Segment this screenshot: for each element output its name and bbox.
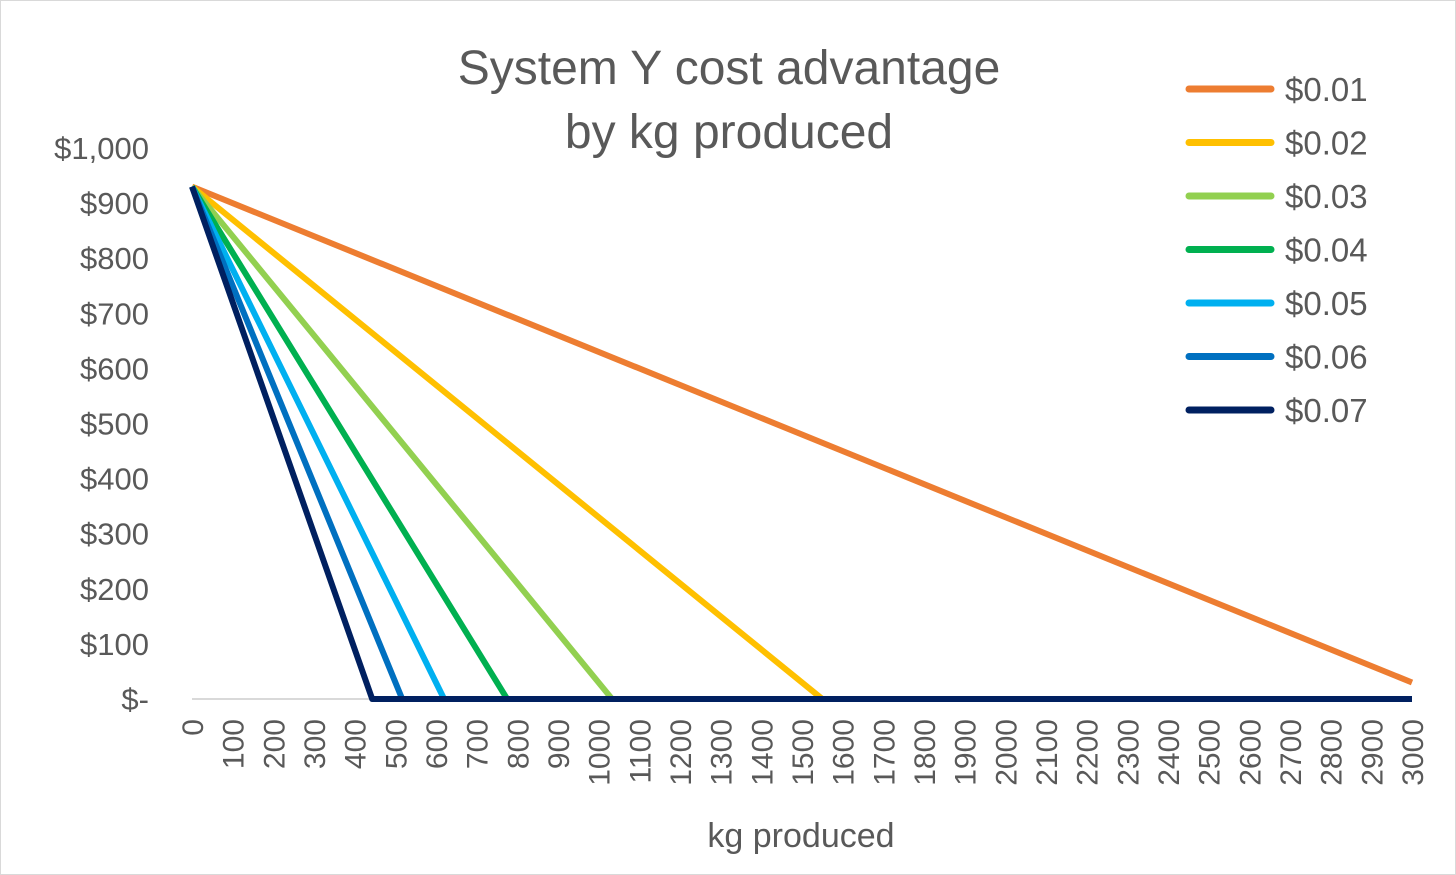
- y-tick-label: $300: [80, 517, 149, 552]
- x-tick-label: 2100: [1031, 719, 1064, 786]
- axis-layer: $- $100 $200 $300 $400 $500 $600 $700 $800 $900 $1…: [54, 131, 1430, 855]
- x-tick-label: 2600: [1234, 719, 1267, 786]
- y-tick-label: $800: [80, 241, 149, 276]
- series-line-1: [190, 183, 1414, 686]
- x-tick-label: 500: [380, 719, 413, 769]
- series-line-7: [189, 185, 1412, 702]
- x-tick-label: 1200: [665, 719, 698, 786]
- y-tick-label: $100: [80, 627, 149, 662]
- legend-label: $0.07: [1285, 392, 1368, 429]
- y-tick-label: $900: [80, 186, 149, 221]
- x-tick-label: 2800: [1316, 719, 1349, 786]
- legend-label: $0.05: [1285, 285, 1368, 322]
- x-tick-label: 1600: [828, 719, 861, 786]
- x-tick-label: 1000: [584, 719, 617, 786]
- x-tick-label: 900: [543, 719, 576, 769]
- legend-label: $0.03: [1285, 178, 1368, 215]
- x-tick-label: 3000: [1397, 719, 1430, 786]
- x-tick-label: 1100: [624, 719, 657, 784]
- y-tick-label: $-: [121, 682, 149, 717]
- legend-label: $0.06: [1285, 339, 1368, 376]
- x-tick-label: 300: [299, 719, 332, 769]
- y-tick-label: $600: [80, 351, 149, 386]
- x-tick-label: 600: [421, 719, 454, 769]
- x-tick-label: 400: [340, 719, 373, 769]
- legend-label: $0.01: [1285, 71, 1368, 108]
- y-tick-label: $400: [80, 462, 149, 497]
- x-tick-label: 1400: [746, 719, 779, 786]
- x-tick-label: 2200: [1072, 719, 1105, 786]
- legend-label: $0.04: [1285, 232, 1368, 269]
- x-tick-label: 1800: [909, 719, 942, 786]
- x-tick-label: 1300: [706, 719, 739, 786]
- chart-title-line-1: System Y cost advantage: [457, 42, 1001, 95]
- x-tick-label: 2300: [1112, 719, 1145, 786]
- legend: $0.01 $0.02 $0.03 $0.04 $0.05 $0.06 $0.07: [1185, 71, 1368, 429]
- x-tick-label: 2500: [1194, 719, 1227, 786]
- x-tick-label: 800: [502, 719, 535, 769]
- x-tick-label: 1900: [950, 719, 983, 786]
- x-tick-label: 0: [177, 719, 210, 736]
- x-tick-label: 2700: [1275, 719, 1308, 786]
- x-axis-title: kg produced: [707, 817, 894, 855]
- y-tick-label: $1,000: [54, 131, 149, 166]
- y-tick-label: $500: [80, 407, 149, 442]
- x-tick-label: 100: [218, 719, 251, 769]
- legend-label: $0.02: [1285, 125, 1368, 162]
- y-tick-label: $200: [80, 572, 149, 607]
- x-tick-label: 1700: [868, 719, 901, 786]
- x-tick-label: 200: [258, 719, 291, 769]
- x-tick-label: 1500: [787, 719, 820, 786]
- x-tick-label: 700: [462, 719, 495, 769]
- series-layer: [189, 183, 1414, 702]
- x-tick-label: 2400: [1153, 719, 1186, 786]
- x-tick-label: 2900: [1356, 719, 1389, 786]
- y-tick-label: $700: [80, 296, 149, 331]
- x-tick-label: 2000: [990, 719, 1023, 786]
- chart-title-line-2: by kg produced: [564, 106, 894, 159]
